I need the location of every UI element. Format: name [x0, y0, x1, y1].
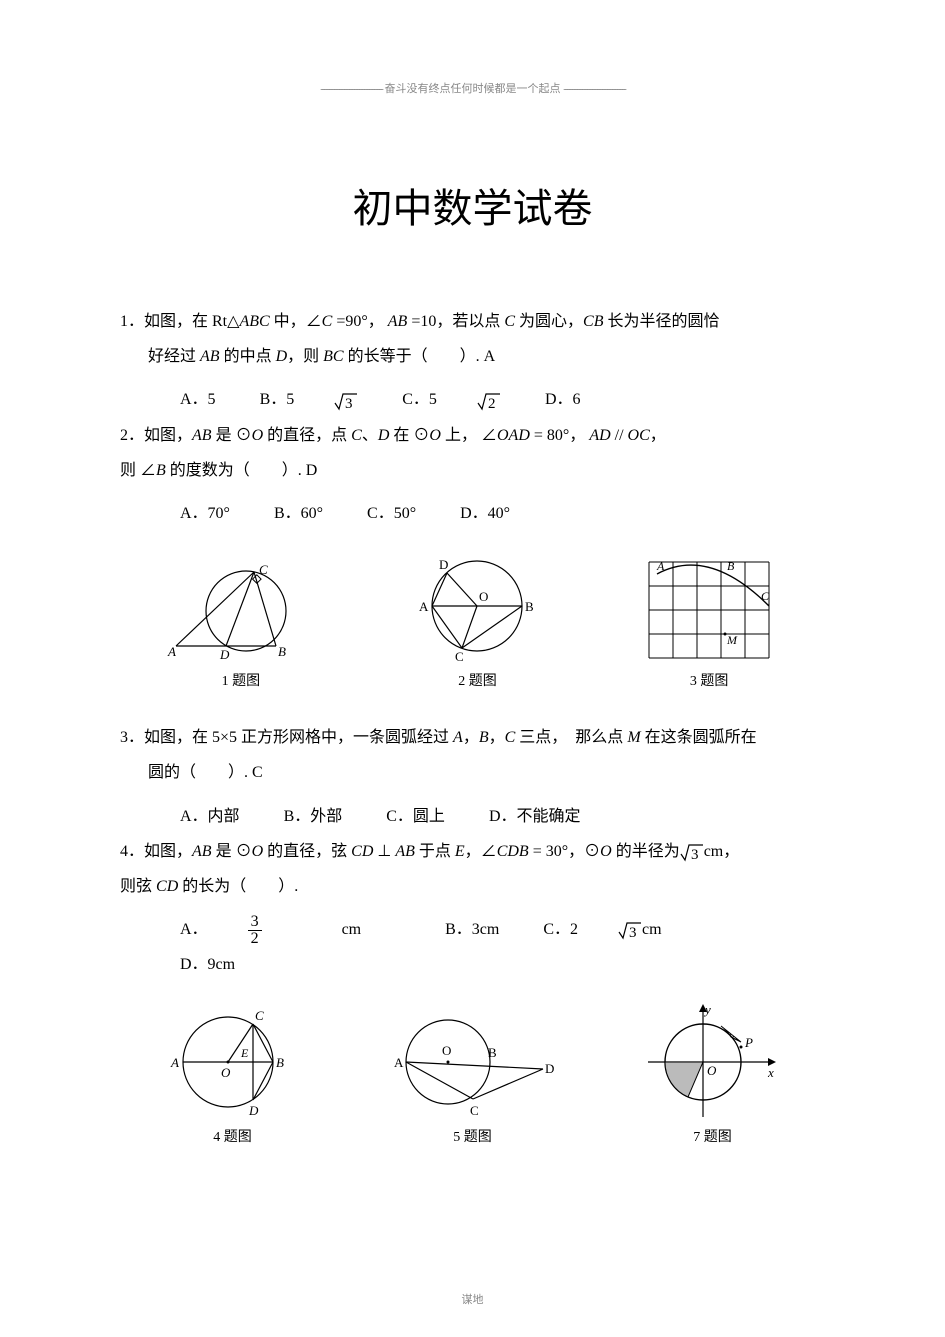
svg-text:C: C — [259, 562, 268, 577]
svg-text:B: B — [488, 1045, 497, 1060]
svg-text:C: C — [455, 649, 464, 664]
figure-2: A B D C O 2 题图 — [407, 551, 547, 690]
q1-optB: B．53 — [260, 382, 359, 417]
fig1-caption: 1 题图 — [166, 670, 316, 690]
figure-1-svg: A B D C — [166, 556, 316, 666]
question-3: 3．如图，在 5×5 正方形网格中，一条圆弧经过 A，B，C 三点， 那么点 M… — [120, 720, 825, 790]
svg-text:O: O — [442, 1043, 451, 1058]
svg-text:x: x — [767, 1065, 774, 1080]
fig7-caption: 7 题图 — [643, 1126, 783, 1146]
svg-text:2: 2 — [488, 396, 496, 411]
fig4-caption: 4 题图 — [163, 1126, 303, 1146]
figure-3: A B C M 3 题图 — [639, 556, 779, 690]
q2-optA: A．70° — [180, 496, 230, 531]
question-2: 2．如图，AB 是 ⊙O 的直径，点 C、D 在 ⊙O 上， ∠OAD = 80… — [120, 418, 825, 488]
q4-optC: C．23cm — [543, 912, 701, 947]
q1-optA: A．5 — [180, 382, 216, 417]
svg-text:E: E — [240, 1046, 249, 1060]
question-4: 4．如图，AB 是 ⊙O 的直径，弦 CD ⊥ AB 于点 E，∠CDB = 3… — [120, 834, 825, 904]
figures-row-2: A B C D E O 4 题图 A B C D O 5 题图 — [120, 1002, 825, 1146]
figure-1: A B D C 1 题图 — [166, 556, 316, 690]
svg-text:O: O — [479, 589, 488, 604]
svg-text:A: A — [170, 1055, 179, 1070]
q3-optA: A．内部 — [180, 799, 240, 834]
svg-text:C: C — [470, 1103, 479, 1118]
q4-optD: D．9cm — [180, 947, 235, 982]
q3-optD: D．不能确定 — [489, 799, 581, 834]
svg-text:A: A — [167, 644, 176, 659]
sqrt-icon: 2 — [477, 391, 501, 411]
q4-optB: B．3cm — [445, 912, 499, 947]
fig3-caption: 3 题图 — [639, 670, 779, 690]
footer: 谋地 — [0, 1291, 945, 1307]
svg-text:P: P — [744, 1035, 753, 1050]
q2-options: A．70° B．60° C．50° D．40° — [120, 496, 825, 531]
q3-optB: B．外部 — [284, 799, 343, 834]
svg-text:B: B — [278, 644, 286, 659]
q1-optD: D．6 — [545, 382, 581, 417]
q2-optD: D．40° — [460, 496, 510, 531]
figures-row-1: A B D C 1 题图 A B D C O 2 题图 — [120, 551, 825, 690]
svg-text:B: B — [727, 559, 735, 573]
svg-text:D: D — [545, 1061, 554, 1076]
svg-text:A: A — [394, 1055, 404, 1070]
q4-options: A．32 cm B．3cm C．23cm D．9cm — [120, 912, 825, 982]
q4-optA: A．32 cm — [180, 912, 401, 947]
svg-text:B: B — [276, 1055, 284, 1070]
q3-options: A．内部 B．外部 C．圆上 D．不能确定 — [120, 799, 825, 834]
page-title: 初中数学试卷 — [120, 176, 825, 234]
svg-text:C: C — [255, 1008, 264, 1023]
svg-text:y: y — [703, 1002, 711, 1017]
figure-3-svg: A B C M — [639, 556, 779, 666]
sqrt-icon: 3 — [680, 842, 704, 862]
figure-5-svg: A B C D O — [388, 1007, 558, 1122]
fig5-caption: 5 题图 — [388, 1126, 558, 1146]
sqrt-icon: 3 — [334, 391, 358, 411]
page: 奋斗没有终点任何时候都是一个起点 初中数学试卷 1．如图，在 Rt△ABC 中，… — [0, 0, 945, 1337]
svg-text:3: 3 — [345, 396, 353, 411]
q1-optC: C．52 — [402, 382, 501, 417]
fig2-caption: 2 题图 — [407, 670, 547, 690]
svg-text:A: A — [656, 559, 665, 573]
svg-text:M: M — [726, 633, 738, 647]
svg-text:O: O — [707, 1063, 717, 1078]
figure-7: y x O P 7 题图 — [643, 1002, 783, 1146]
figure-7-svg: y x O P — [643, 1002, 783, 1122]
figure-4-svg: A B C D E O — [163, 1002, 303, 1122]
q2-optB: B．60° — [274, 496, 323, 531]
q2-optC: C．50° — [367, 496, 416, 531]
q1-options: A．5 B．53 C．52 D．6 — [120, 382, 825, 417]
header-motto: 奋斗没有终点任何时候都是一个起点 — [120, 80, 825, 96]
svg-text:D: D — [248, 1103, 259, 1118]
svg-text:D: D — [439, 557, 448, 572]
question-1: 1．如图，在 Rt△ABC 中，∠C =90°， AB =10，若以点 C 为圆… — [120, 304, 825, 374]
q3-optC: C．圆上 — [386, 799, 445, 834]
sqrt-icon: 3 — [618, 920, 642, 940]
figure-2-svg: A B D C O — [407, 551, 547, 666]
svg-text:O: O — [221, 1065, 231, 1080]
svg-text:C: C — [761, 589, 770, 603]
svg-text:A: A — [419, 599, 429, 614]
svg-text:B: B — [525, 599, 534, 614]
figure-5: A B C D O 5 题图 — [388, 1007, 558, 1146]
svg-text:3: 3 — [691, 847, 699, 862]
svg-text:3: 3 — [629, 925, 637, 940]
svg-text:D: D — [219, 647, 230, 662]
header-text: 奋斗没有终点任何时候都是一个起点 — [385, 83, 561, 95]
figure-4: A B C D E O 4 题图 — [163, 1002, 303, 1146]
